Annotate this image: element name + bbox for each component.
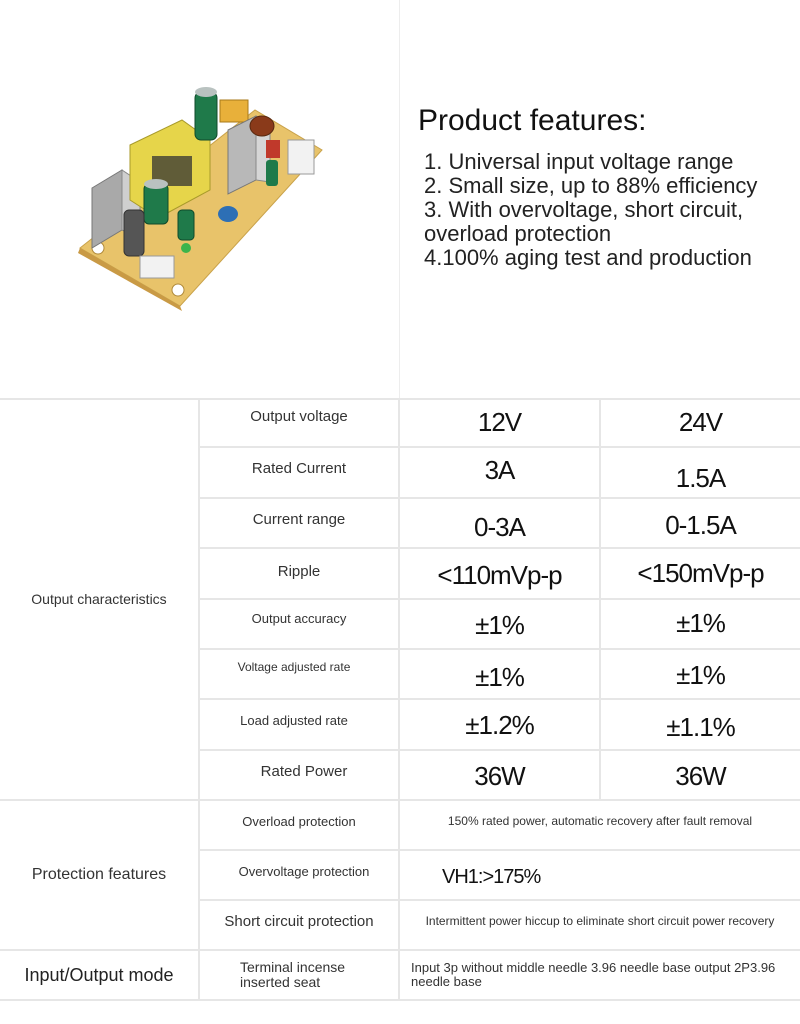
row-label: Rated Power (260, 762, 348, 780)
section-divider (0, 799, 800, 801)
row-label: Ripple (277, 562, 321, 580)
section-divider (0, 949, 800, 951)
row-divider (200, 749, 800, 751)
feature-item: 3. With overvoltage, short circuit, (424, 197, 744, 222)
protection-value: Intermittent power hiccup to eliminate s… (425, 914, 775, 928)
feature-item: 1. Universal input voltage range (424, 149, 734, 174)
value-24v: 1.5A (675, 462, 727, 493)
table-border (0, 398, 800, 400)
io-value: Input 3p without middle needle 3.96 need… (411, 960, 776, 989)
header-divider (399, 0, 400, 398)
row-label: Terminal incense inserted seat (240, 959, 346, 990)
feature-item: 4.100% aging test and production (424, 245, 752, 270)
row-divider (200, 547, 800, 549)
column-divider (599, 398, 601, 799)
protection-value: VH1:>175% (442, 865, 541, 888)
product-image (60, 70, 340, 320)
value-12v: 36W (474, 760, 525, 791)
value-24v: 0-1.5A (665, 509, 737, 540)
value-24v: 24V (678, 406, 723, 437)
value-24v: <150mVp-p (637, 557, 764, 588)
power-board-illustration (78, 87, 323, 311)
row-divider (200, 698, 800, 700)
row-divider (200, 899, 800, 901)
features-panel: Product features: 1. Universal input vol… (418, 104, 798, 270)
value-24v: ±1.1% (666, 711, 736, 742)
feature-item: 2. Small size, up to 88% efficiency (424, 173, 758, 198)
group-output-characteristics: Output characteristics (31, 590, 167, 607)
row-divider (200, 849, 800, 851)
row-label: Voltage adjusted rate (237, 660, 351, 674)
value-24v: ±1% (676, 607, 726, 638)
value-24v: ±1% (676, 659, 726, 690)
group-protection-features: Protection features (31, 866, 167, 883)
value-12v: 12V (477, 406, 522, 437)
product-header: Product features: 1. Universal input vol… (0, 0, 800, 398)
row-divider (200, 598, 800, 600)
row-label: Overvoltage protection (238, 863, 370, 879)
row-label: Overload protection (242, 813, 356, 829)
value-12v: 0-3A (474, 511, 526, 542)
table-border (0, 999, 800, 1001)
column-divider (398, 398, 400, 1001)
row-label: Rated Current (251, 459, 347, 477)
value-12v: <110mVp-p (437, 559, 562, 590)
row-divider (200, 648, 800, 650)
protection-value: 150% rated power, automatic recovery aft… (447, 814, 753, 828)
value-12v: ±1.2% (465, 709, 535, 740)
row-divider (200, 497, 800, 499)
features-title: Product features: (418, 104, 647, 137)
row-label: Short circuit protection (224, 912, 374, 930)
column-divider (198, 398, 200, 1001)
value-24v: 36W (675, 760, 726, 791)
value-12v: ±1% (475, 609, 525, 640)
row-label: Output accuracy (251, 610, 347, 626)
value-12v: ±1% (475, 661, 525, 692)
feature-item: overload protection (424, 221, 612, 246)
row-label: Current range (252, 510, 346, 528)
row-label: Output voltage (250, 407, 348, 425)
value-12v: 3A (484, 454, 516, 485)
row-divider (200, 446, 800, 448)
spec-table: Output characteristics Output voltage 12… (0, 398, 800, 1024)
row-label: Load adjusted rate (240, 712, 348, 728)
group-input-output-mode: Input/Output mode (24, 964, 174, 985)
